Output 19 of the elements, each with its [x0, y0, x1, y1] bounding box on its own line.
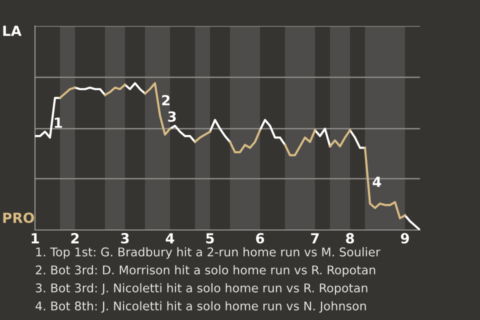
- text: 2. Bot 3rd: D. Morrison hit a solo home run vs R. Ropotan: [36, 265, 376, 277]
- x-tick-label: 3: [121, 233, 129, 244]
- text: LA: [3, 26, 22, 36]
- x-tick-label: 8: [346, 233, 354, 244]
- text: 4. Bot 8th: J. Nicoletti hit a solo home run vs N. Johnson: [36, 301, 366, 313]
- x-tick-label: 5: [206, 233, 214, 244]
- x-tick-label: 1: [32, 233, 39, 244]
- text: 1. Top 1st: G. Bradbury hit a 2-run home run vs M. Soulier: [36, 247, 380, 259]
- annotation: 4: [372, 176, 382, 187]
- annotation: 3: [168, 111, 176, 122]
- annotation: 1: [54, 118, 62, 128]
- x-tick-label: 9: [400, 233, 409, 244]
- x-tick-label: 6: [256, 233, 264, 244]
- x-tick-label: 2: [71, 233, 79, 244]
- annotation: 2: [162, 95, 170, 106]
- x-tick-label: 7: [311, 233, 319, 244]
- text: 3. Bot 3rd: J. Nicoletti hit a solo home run vs R. Ropotan: [36, 283, 368, 295]
- text: PRO: [3, 212, 34, 224]
- x-tick-label: 4: [166, 233, 174, 244]
